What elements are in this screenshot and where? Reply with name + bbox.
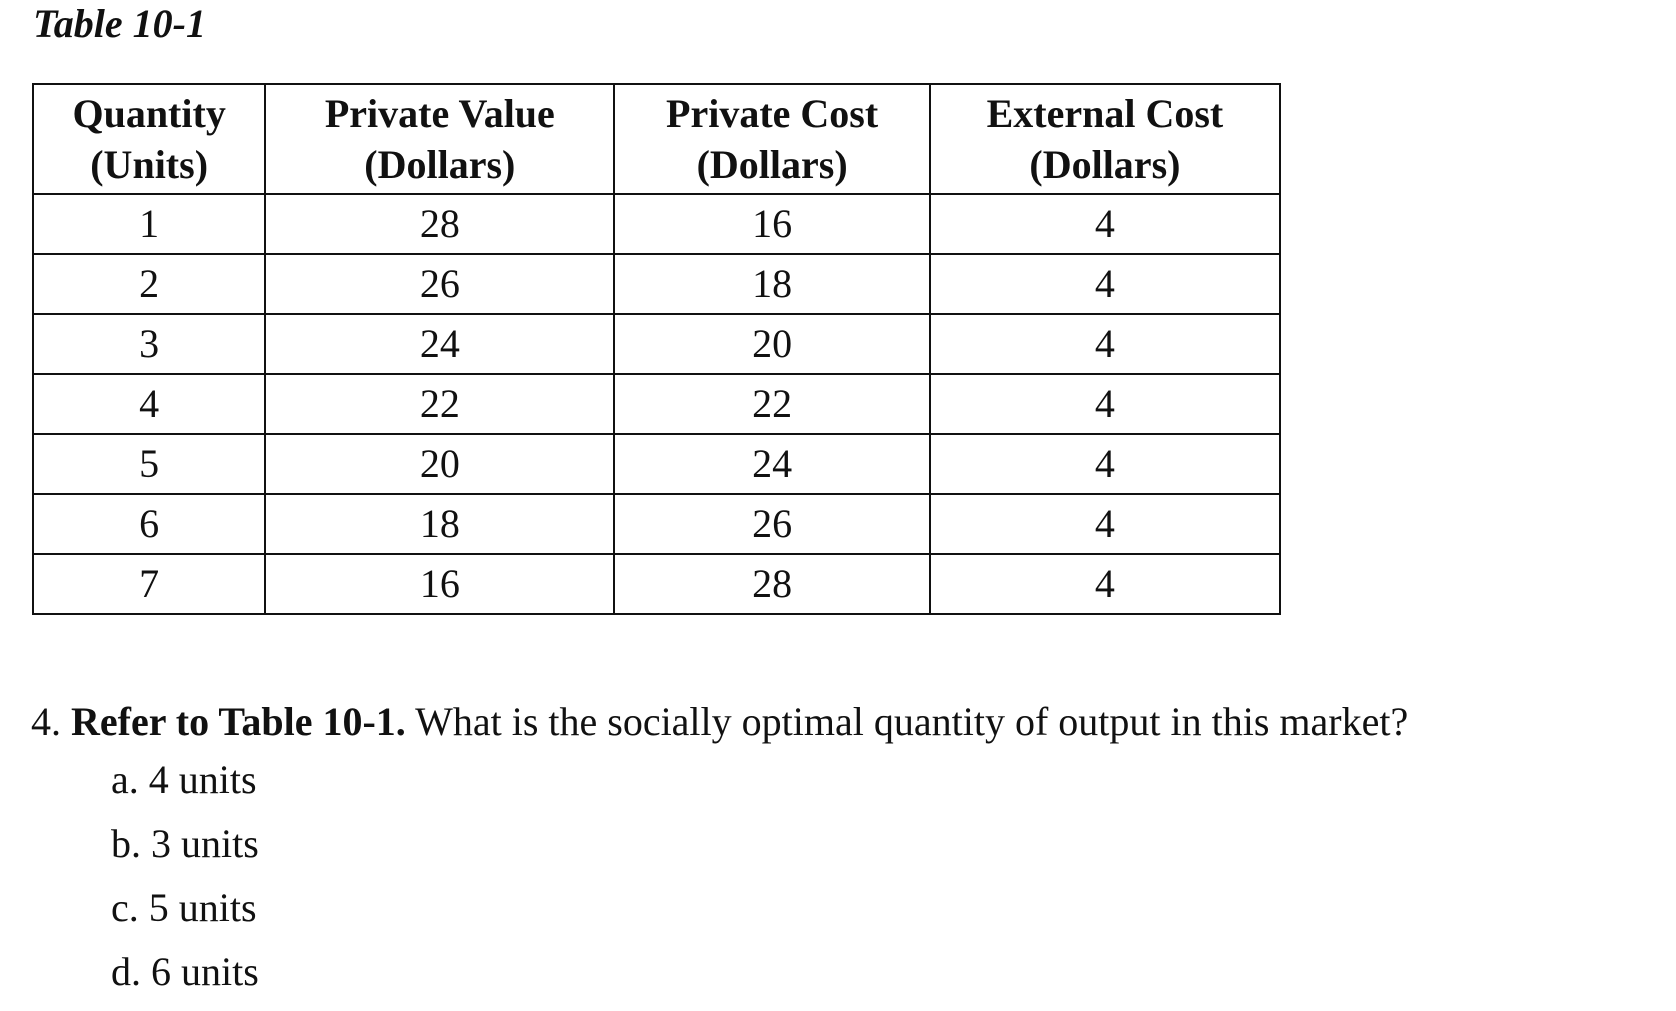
table-row: 6 18 26 4 xyxy=(31,493,1282,555)
header-quantity: Quantity (Units) xyxy=(31,83,267,195)
choice-b: b. 3 units xyxy=(111,821,259,866)
header-external-cost-line1: External Cost xyxy=(986,91,1224,136)
cell-quantity: 5 xyxy=(31,433,267,495)
choice-c: c. 5 units xyxy=(111,885,257,930)
choice-d: d. 6 units xyxy=(111,949,259,994)
table-caption: Table 10-1 xyxy=(33,1,206,46)
cell-private-value: 18 xyxy=(264,493,616,555)
table-row: 7 16 28 4 xyxy=(31,553,1282,615)
header-private-value-line2: (Dollars) xyxy=(364,142,516,187)
table-row: 4 22 22 4 xyxy=(31,373,1282,435)
cell-quantity: 1 xyxy=(31,193,267,255)
table-row: 2 26 18 4 xyxy=(31,253,1282,315)
cell-quantity: 6 xyxy=(31,493,267,555)
data-table: Quantity (Units) Private Value (Dollars)… xyxy=(31,83,1282,615)
header-external-cost: External Cost (Dollars) xyxy=(928,83,1282,195)
cell-quantity: 4 xyxy=(31,373,267,435)
header-private-cost: Private Cost (Dollars) xyxy=(613,83,931,195)
cell-private-value: 16 xyxy=(264,553,616,615)
header-private-cost-line2: (Dollars) xyxy=(696,142,848,187)
header-private-value-line1: Private Value xyxy=(324,91,555,136)
cell-private-value: 20 xyxy=(264,433,616,495)
cell-private-value: 22 xyxy=(264,373,616,435)
cell-private-value: 26 xyxy=(264,253,616,315)
cell-private-cost: 16 xyxy=(613,193,931,255)
cell-private-value: 28 xyxy=(264,193,616,255)
header-external-cost-line2: (Dollars) xyxy=(1029,142,1181,187)
question-text: What is the socially optimal quantity of… xyxy=(415,699,1409,744)
header-private-cost-line1: Private Cost xyxy=(666,91,879,136)
header-private-value: Private Value (Dollars) xyxy=(264,83,616,195)
header-quantity-line1: Quantity xyxy=(72,91,226,136)
cell-quantity: 3 xyxy=(31,313,267,375)
cell-private-cost: 26 xyxy=(613,493,931,555)
table-header-row: Quantity (Units) Private Value (Dollars)… xyxy=(31,83,1282,195)
cell-quantity: 7 xyxy=(31,553,267,615)
cell-private-cost: 20 xyxy=(613,313,931,375)
cell-external-cost: 4 xyxy=(928,253,1282,315)
cell-quantity: 2 xyxy=(31,253,267,315)
cell-external-cost: 4 xyxy=(928,433,1282,495)
table-row: 5 20 24 4 xyxy=(31,433,1282,495)
question-reference: Refer to Table 10-1. xyxy=(71,699,406,744)
cell-private-cost: 24 xyxy=(613,433,931,495)
cell-external-cost: 4 xyxy=(928,553,1282,615)
question-stem: 4. Refer to Table 10-1. What is the soci… xyxy=(31,697,1408,747)
cell-private-cost: 28 xyxy=(613,553,931,615)
choice-a: a. 4 units xyxy=(111,757,257,802)
header-quantity-line2: (Units) xyxy=(90,142,209,187)
question-number: 4. xyxy=(31,699,61,744)
cell-external-cost: 4 xyxy=(928,373,1282,435)
cell-external-cost: 4 xyxy=(928,313,1282,375)
cell-private-cost: 18 xyxy=(613,253,931,315)
cell-private-cost: 22 xyxy=(613,373,931,435)
table-row: 3 24 20 4 xyxy=(31,313,1282,375)
cell-private-value: 24 xyxy=(264,313,616,375)
cell-external-cost: 4 xyxy=(928,493,1282,555)
answer-choices: a. 4 units b. 3 units c. 5 units d. 6 un… xyxy=(111,755,259,1011)
cell-external-cost: 4 xyxy=(928,193,1282,255)
table-row: 1 28 16 4 xyxy=(31,193,1282,255)
